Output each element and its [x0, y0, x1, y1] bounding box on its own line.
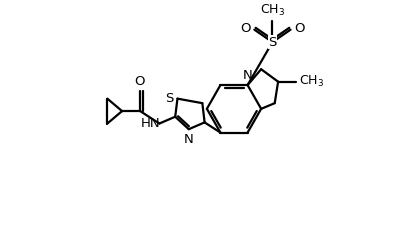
Text: CH$_3$: CH$_3$ — [260, 3, 285, 18]
Text: S: S — [165, 92, 173, 105]
Text: O: O — [295, 22, 305, 35]
Text: O: O — [240, 22, 250, 35]
Text: S: S — [268, 36, 277, 49]
Text: HN: HN — [141, 117, 161, 130]
Text: N: N — [184, 133, 194, 146]
Text: CH$_3$: CH$_3$ — [299, 74, 324, 89]
Text: O: O — [134, 75, 144, 88]
Text: N: N — [243, 69, 253, 82]
